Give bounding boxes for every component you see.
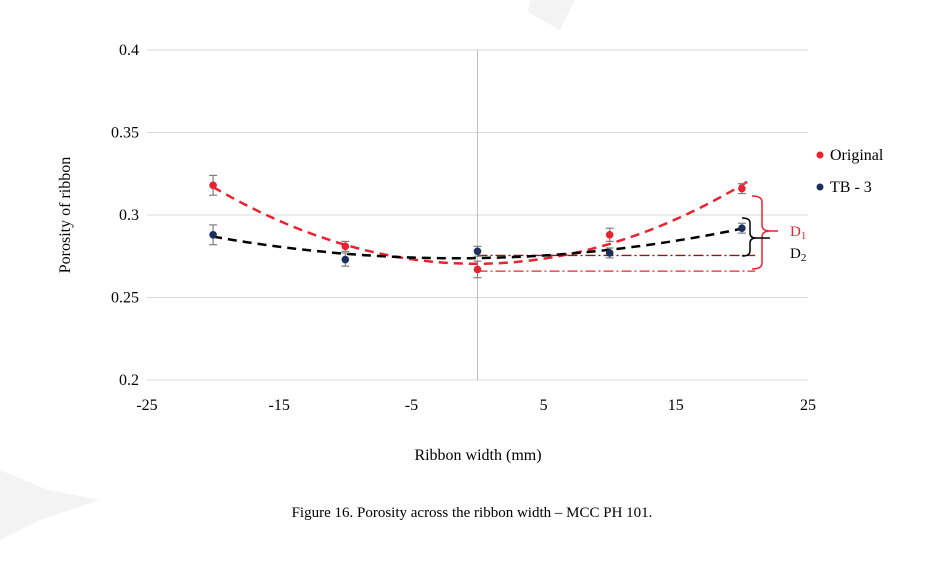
x-tick-labels: -25 -15 -5 5 15 25 bbox=[136, 397, 816, 414]
x-tick-label: -15 bbox=[269, 397, 290, 414]
y-tick-label: 0.3 bbox=[119, 207, 139, 224]
trendline-original bbox=[212, 180, 750, 266]
data-point bbox=[473, 247, 482, 256]
legend-marker bbox=[816, 183, 824, 191]
data-points bbox=[209, 181, 746, 274]
data-point bbox=[738, 184, 746, 193]
porosity-chart: 0.2 0.25 0.3 0.35 0.4 -25 -15 -5 5 15 25 Ribbon w… bbox=[57, 42, 884, 464]
data-point bbox=[341, 255, 350, 264]
figure-caption: Figure 16. Porosity across the ribbon wi… bbox=[291, 505, 653, 521]
y-tick-label: 0.25 bbox=[111, 290, 139, 307]
bracket-d1 bbox=[751, 195, 771, 270]
data-point bbox=[605, 249, 614, 257]
legend-label: Original bbox=[830, 147, 884, 164]
y-tick-labels: 0.2 0.25 0.3 0.35 0.4 bbox=[111, 42, 139, 389]
trendlines bbox=[212, 180, 750, 266]
x-tick-label: 25 bbox=[800, 397, 816, 414]
data-point bbox=[605, 231, 614, 239]
x-tick-label: -25 bbox=[136, 397, 157, 414]
legend-label: TB - 3 bbox=[830, 179, 872, 196]
legend-marker bbox=[816, 151, 824, 159]
data-point bbox=[341, 242, 350, 251]
x-tick-label: 15 bbox=[668, 397, 684, 414]
trendline-tb3 bbox=[212, 226, 749, 260]
x-tick-label: -5 bbox=[405, 397, 418, 414]
data-point bbox=[738, 224, 746, 232]
y-tick-label: 0.35 bbox=[111, 125, 139, 142]
data-point bbox=[473, 265, 482, 274]
annotation-d2: D2 bbox=[790, 246, 806, 264]
annotation-d1: D1 bbox=[790, 224, 806, 242]
x-axis-title: Ribbon width (mm) bbox=[414, 447, 541, 464]
x-tick-label: 5 bbox=[540, 397, 548, 414]
y-axis-title: Porosity of ribbon bbox=[57, 157, 74, 273]
legend: Original TB - 3 bbox=[816, 147, 884, 196]
data-point bbox=[209, 181, 217, 190]
y-tick-label: 0.2 bbox=[119, 372, 139, 389]
y-tick-label: 0.4 bbox=[119, 42, 139, 59]
data-point bbox=[209, 231, 217, 239]
